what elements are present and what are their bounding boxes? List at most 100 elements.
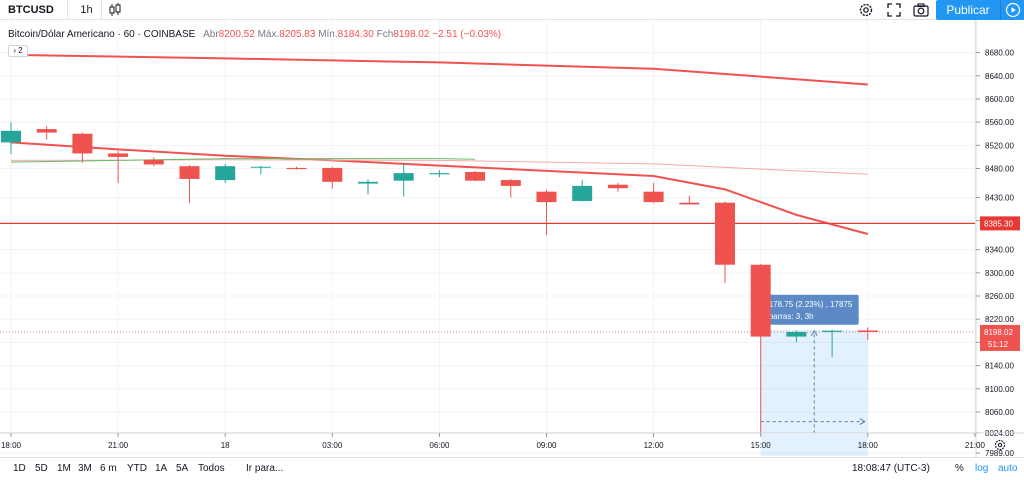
candle-series <box>1 122 878 434</box>
measure-label-line1: 178.75 (2.23%) , 17875 <box>769 300 853 309</box>
candle-body <box>36 129 57 133</box>
candle-body <box>822 330 843 332</box>
candle-body <box>72 133 93 154</box>
publish-button[interactable]: Publicar <box>936 0 1000 20</box>
candle-body <box>322 167 343 182</box>
candle-body <box>108 153 129 157</box>
measure-arrow-right <box>859 418 866 426</box>
price-tick-label: 8600.00 <box>985 95 1014 104</box>
candle-body <box>215 166 236 181</box>
price-tick-label: 8340.00 <box>985 246 1014 255</box>
legend-high: 8205.83 <box>279 29 316 40</box>
last-price-tag <box>980 324 1020 351</box>
time-tick-label: 09:00 <box>536 441 557 450</box>
candle-body <box>857 330 878 332</box>
price-tick-label: 8060.00 <box>985 408 1014 417</box>
price-chart[interactable]: 178.75 (2.23%) , 17875 barras: 3, 3h 8680… <box>0 20 1024 457</box>
candle-body <box>393 173 414 181</box>
gear-icon[interactable] <box>857 1 875 19</box>
range-1d[interactable]: 1D <box>13 463 26 474</box>
horizontal-price-line <box>0 222 975 333</box>
time-tick-label: 18:00 <box>1 441 22 450</box>
legend-change: −2.51 (−0.03%) <box>432 29 502 40</box>
moving-averages <box>10 53 869 235</box>
price-axis: 8680.00 8640.00 8600.00 8560.00 8520.00 8480.… <box>975 20 1024 457</box>
measure-label-box <box>764 294 859 325</box>
candle-body <box>536 191 557 203</box>
moving-average-3 <box>10 158 476 163</box>
legend-title: Bitcoin/Dólar Americano · 60 · COINBASE <box>8 29 196 40</box>
candle-body <box>607 184 628 189</box>
candle-body <box>572 185 593 201</box>
interval-selector[interactable]: 1h <box>72 0 102 20</box>
clock[interactable]: 18:08:47 (UTC-3) <box>852 463 930 474</box>
percent-toggle[interactable]: % <box>955 463 964 474</box>
price-tick-label: 8300.00 <box>985 269 1014 278</box>
legend-open-label: Abr <box>203 29 219 40</box>
candle-body <box>429 173 450 175</box>
log-toggle[interactable]: log <box>975 463 989 474</box>
candle-body <box>250 166 271 168</box>
range-1m[interactable]: 1M <box>57 463 71 474</box>
range-3m[interactable]: 3M <box>78 463 92 474</box>
price-tick-label: 8680.00 <box>985 49 1014 58</box>
play-icon <box>1005 2 1021 18</box>
price-tick-label: 8430.00 <box>985 193 1014 202</box>
fullscreen-icon[interactable] <box>885 1 903 19</box>
indicators-toggle[interactable]: › 2 <box>8 45 28 57</box>
candle-body <box>1 130 21 143</box>
price-tick-label: 8640.00 <box>985 72 1014 81</box>
candle-body <box>358 181 378 184</box>
time-tick-label: 18 <box>221 441 230 450</box>
auto-toggle[interactable]: auto <box>998 463 1018 474</box>
legend-low-label: Mín. <box>318 29 338 40</box>
range-5d[interactable]: 5D <box>35 463 48 474</box>
candle-body <box>500 180 521 186</box>
goto-date[interactable]: Ir para... <box>246 463 284 474</box>
candle-body <box>286 167 307 170</box>
range-all[interactable]: Todos <box>198 463 225 474</box>
time-tick-label: 12:00 <box>644 441 665 450</box>
chart-grid <box>0 20 976 454</box>
price-tick-label: 8140.00 <box>985 362 1014 371</box>
price-tick-label: 8100.00 <box>985 385 1014 394</box>
price-axis-bg <box>976 20 1024 457</box>
last-price-tag-label: 8198.02 <box>984 328 1013 337</box>
time-tick-label: 18:00 <box>858 441 879 450</box>
time-tick-label: 03:00 <box>322 441 343 450</box>
price-tick-label: 8220.00 <box>985 315 1014 324</box>
candles-icon[interactable] <box>104 2 126 18</box>
candle-body <box>643 191 664 203</box>
camera-icon[interactable] <box>912 1 930 19</box>
price-tick-label: 8520.00 <box>985 141 1014 150</box>
chart-legend: Bitcoin/Dólar Americano · 60 · COINBASE … <box>8 29 501 40</box>
axis-settings-icon-center <box>997 442 1003 448</box>
range-ytd[interactable]: YTD <box>127 463 147 474</box>
symbol-search[interactable]: BTCUSD <box>4 0 68 20</box>
range-1a[interactable]: 1A <box>155 463 168 474</box>
candle-body <box>179 166 200 179</box>
axis-settings-icon <box>994 439 1006 451</box>
time-tick-label: 06:00 <box>429 441 450 450</box>
price-tick-label: 8260.00 <box>985 292 1014 301</box>
bottom-toolbar: 1D 5D 1M 3M 6 m YTD 1A 5A Todos Ir para.… <box>0 457 1024 480</box>
measure-tool: 178.75 (2.23%) , 17875 barras: 3, 3h <box>760 294 868 434</box>
moving-average-2 <box>10 159 868 175</box>
price-tick-label: 8560.00 <box>985 118 1014 127</box>
legend-close-label: Fch <box>376 29 394 40</box>
time-axis: 18:00 21:00 18 03:00 06:00 09:00 12:00 15:00 18:… <box>0 432 1024 456</box>
time-tick-label: 21:00 <box>108 441 129 450</box>
candle-body <box>786 331 807 337</box>
price-tick-label: 8480.00 <box>985 165 1014 174</box>
range-6m[interactable]: 6 m <box>100 463 117 474</box>
candle-body <box>715 202 735 265</box>
measure-arrow-up <box>810 329 818 337</box>
candle-body <box>679 202 700 205</box>
range-5a[interactable]: 5A <box>176 463 189 474</box>
legend-high-label: Máx. <box>257 29 280 40</box>
candle-body <box>143 159 164 165</box>
publish-menu-button[interactable] <box>1000 0 1024 20</box>
hline-price-tag-label: 8385.30 <box>984 219 1013 228</box>
hline-price-tag <box>980 216 1020 231</box>
price-tick-label: 7989.00 <box>985 449 1014 457</box>
